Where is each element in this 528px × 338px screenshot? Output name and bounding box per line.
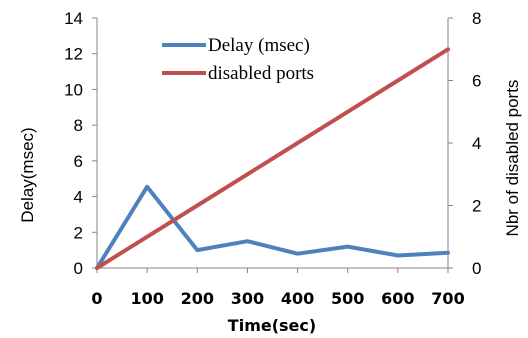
y-left-tick-label: 8 bbox=[74, 116, 83, 135]
y-left-tick-label: 10 bbox=[64, 80, 83, 99]
x-tick-label: 700 bbox=[431, 289, 464, 308]
x-tick-label: 500 bbox=[331, 289, 364, 308]
y-left-tick-label: 0 bbox=[74, 259, 83, 278]
series-lines bbox=[95, 47, 450, 270]
y-axis-right-title: Nbr of disabled ports bbox=[503, 80, 522, 237]
y-left-tick-label: 14 bbox=[64, 9, 83, 28]
x-tick-label: 0 bbox=[91, 289, 102, 308]
y-axis-left-title: Delay(msec) bbox=[18, 127, 37, 222]
legend-label: disabled ports bbox=[208, 63, 314, 84]
y-left-tick-label: 2 bbox=[74, 223, 83, 242]
y-left-tick-label: 4 bbox=[74, 188, 83, 207]
x-tick-label: 200 bbox=[181, 289, 214, 308]
y-left-tick-label: 12 bbox=[64, 45, 83, 64]
x-tick-label: 100 bbox=[130, 289, 163, 308]
y-right-tick-label: 6 bbox=[472, 72, 481, 91]
axes bbox=[92, 17, 453, 273]
legend-label: Delay (msec) bbox=[208, 35, 310, 56]
legend: Delay (msec) disabled ports bbox=[162, 35, 314, 84]
y-right-tick-label: 0 bbox=[472, 259, 481, 278]
x-axis-title: Time(sec) bbox=[228, 316, 316, 335]
series-line-delay bbox=[95, 184, 450, 270]
y-right-tick-label: 8 bbox=[472, 9, 481, 28]
y-right-tick-label: 2 bbox=[472, 197, 481, 216]
y-left-tick-label: 6 bbox=[74, 152, 83, 171]
x-tick-label: 300 bbox=[231, 289, 264, 308]
series-line-disabled-ports bbox=[95, 47, 450, 270]
x-tick-label: 600 bbox=[381, 289, 414, 308]
tick-labels: 0 2 4 6 8 10 12 14 0 2 4 6 8 0 100 200 300 400 500 600 700 bbox=[64, 9, 481, 308]
x-tick-label: 400 bbox=[281, 289, 314, 308]
y-right-tick-label: 4 bbox=[472, 134, 481, 153]
